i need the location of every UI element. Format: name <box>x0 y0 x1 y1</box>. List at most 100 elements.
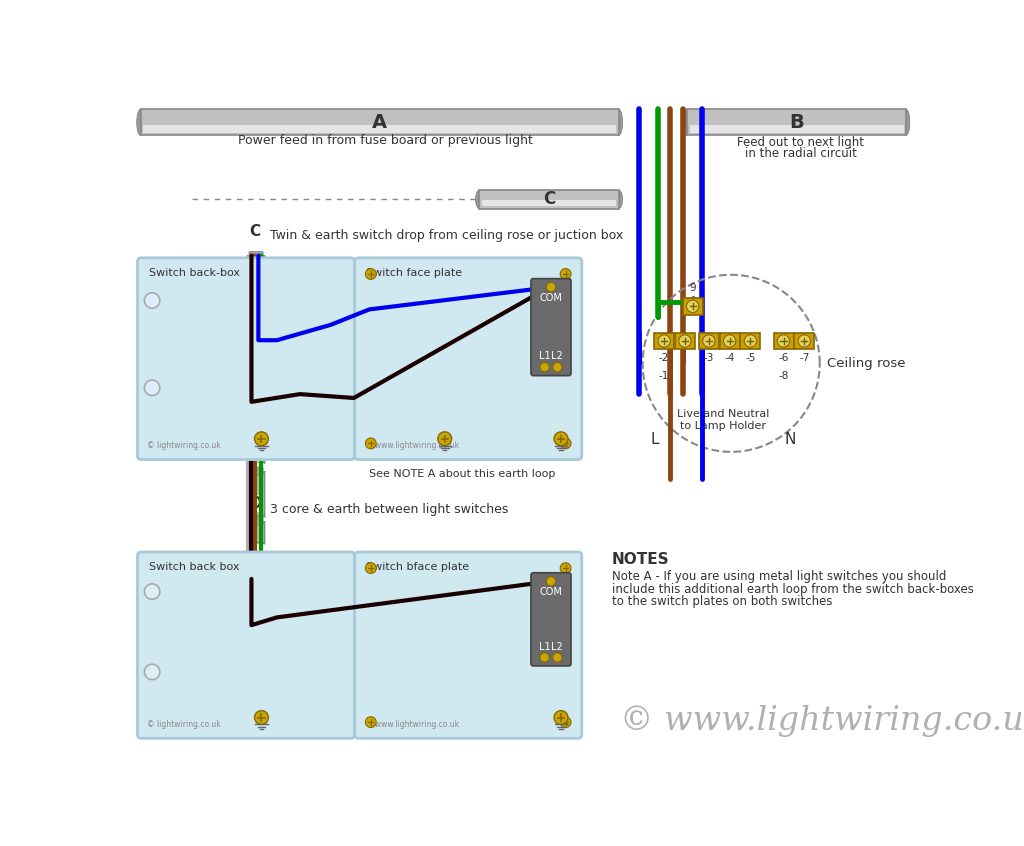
Text: L1: L1 <box>539 351 551 361</box>
Circle shape <box>547 577 556 585</box>
Text: -4: -4 <box>724 354 735 363</box>
Bar <box>479 190 618 209</box>
Text: See NOTE A about this earth loop: See NOTE A about this earth loop <box>370 470 556 480</box>
Circle shape <box>144 293 160 308</box>
FancyBboxPatch shape <box>249 251 263 260</box>
Circle shape <box>679 335 691 347</box>
Ellipse shape <box>614 109 623 135</box>
Ellipse shape <box>137 109 144 135</box>
Circle shape <box>744 335 757 347</box>
Circle shape <box>366 438 376 448</box>
FancyBboxPatch shape <box>531 278 571 376</box>
Text: include this additional earth loop from the switch back-boxes: include this additional earth loop from … <box>611 583 974 596</box>
Bar <box>687 109 906 135</box>
Text: -7: -7 <box>799 354 810 363</box>
Text: L: L <box>650 432 658 448</box>
Text: C: C <box>249 224 260 239</box>
FancyBboxPatch shape <box>531 573 571 666</box>
Text: Switch face plate: Switch face plate <box>367 267 462 277</box>
Bar <box>143 124 616 133</box>
Text: COM: COM <box>540 293 562 303</box>
Text: -2: -2 <box>659 354 670 363</box>
FancyBboxPatch shape <box>248 471 264 517</box>
Text: 9: 9 <box>689 283 696 294</box>
FancyBboxPatch shape <box>773 332 794 349</box>
Circle shape <box>658 335 671 347</box>
Ellipse shape <box>902 109 909 135</box>
Text: -5: -5 <box>745 354 756 363</box>
FancyBboxPatch shape <box>248 255 264 464</box>
Text: A: A <box>372 113 387 132</box>
Circle shape <box>144 380 160 396</box>
Text: -8: -8 <box>778 371 788 381</box>
FancyBboxPatch shape <box>740 332 761 349</box>
Circle shape <box>144 584 160 599</box>
Circle shape <box>366 563 376 574</box>
Bar <box>251 253 255 466</box>
FancyBboxPatch shape <box>654 332 674 349</box>
Ellipse shape <box>683 109 691 135</box>
Circle shape <box>686 300 698 312</box>
Circle shape <box>554 711 568 724</box>
Ellipse shape <box>614 190 623 209</box>
FancyBboxPatch shape <box>249 517 263 525</box>
Text: L2: L2 <box>552 351 563 361</box>
FancyBboxPatch shape <box>137 258 354 459</box>
Text: L2: L2 <box>552 641 563 651</box>
Bar <box>689 124 903 133</box>
Text: in the radial circuit: in the radial circuit <box>744 147 856 160</box>
FancyBboxPatch shape <box>698 332 719 349</box>
Text: NOTES: NOTES <box>611 552 670 567</box>
Circle shape <box>560 269 571 279</box>
Text: to the switch plates on both switches: to the switch plates on both switches <box>611 595 833 608</box>
Text: Switch back box: Switch back box <box>150 562 240 572</box>
Circle shape <box>798 335 810 347</box>
Circle shape <box>540 653 549 662</box>
Circle shape <box>560 563 571 574</box>
Text: © lightwiring.co.uk: © lightwiring.co.uk <box>147 441 221 450</box>
Text: Twin & earth switch drop from ceiling rose or juction box: Twin & earth switch drop from ceiling ro… <box>270 228 624 242</box>
Text: COM: COM <box>540 587 562 597</box>
FancyBboxPatch shape <box>795 332 814 349</box>
Circle shape <box>366 717 376 728</box>
Text: Switch back-box: Switch back-box <box>150 267 240 277</box>
Text: © www.lightwiring.co.uk: © www.lightwiring.co.uk <box>365 720 459 728</box>
Circle shape <box>702 335 715 347</box>
FancyBboxPatch shape <box>249 467 263 475</box>
Text: D: D <box>249 445 262 460</box>
Text: © www.lightwiring.co.uk: © www.lightwiring.co.uk <box>620 705 1024 737</box>
FancyBboxPatch shape <box>248 521 264 544</box>
Text: Switch bface plate: Switch bface plate <box>367 562 469 572</box>
Text: C: C <box>543 190 555 208</box>
Text: © lightwiring.co.uk: © lightwiring.co.uk <box>147 720 221 728</box>
Circle shape <box>554 431 568 446</box>
FancyBboxPatch shape <box>720 332 739 349</box>
Text: Note A - If you are using metal light switches you should: Note A - If you are using metal light sw… <box>611 570 946 584</box>
FancyBboxPatch shape <box>137 552 354 739</box>
Circle shape <box>553 363 562 371</box>
Text: -3: -3 <box>703 354 714 363</box>
Circle shape <box>366 269 376 279</box>
FancyBboxPatch shape <box>683 298 702 315</box>
Text: B: B <box>790 113 804 132</box>
Text: L1: L1 <box>539 641 551 651</box>
FancyBboxPatch shape <box>354 258 582 459</box>
Bar <box>481 201 616 206</box>
Circle shape <box>540 363 549 371</box>
Text: Feed out to next light: Feed out to next light <box>737 136 864 149</box>
Text: 3 core & earth between light switches: 3 core & earth between light switches <box>270 503 508 516</box>
Circle shape <box>255 431 268 446</box>
Text: Ceiling rose: Ceiling rose <box>827 357 906 370</box>
Text: N: N <box>784 432 796 448</box>
Circle shape <box>560 717 571 728</box>
Bar <box>140 109 618 135</box>
Circle shape <box>144 664 160 679</box>
Circle shape <box>724 335 736 347</box>
Circle shape <box>438 431 452 446</box>
Text: Live and Neutral
to Lamp Holder: Live and Neutral to Lamp Holder <box>677 409 770 431</box>
Bar <box>251 519 255 547</box>
Circle shape <box>255 711 268 724</box>
Circle shape <box>777 335 790 347</box>
Text: -6: -6 <box>778 354 788 363</box>
Text: Power feed in from fuse board or previous light: Power feed in from fuse board or previou… <box>239 134 534 147</box>
